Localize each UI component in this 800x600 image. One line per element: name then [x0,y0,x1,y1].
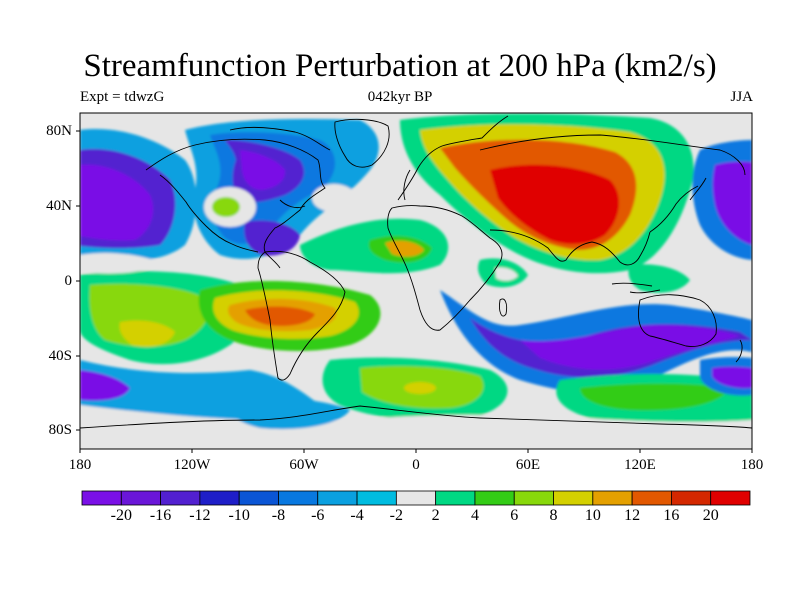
x-tick-label: 180 [740,457,764,473]
colorbar-swatch [356,490,397,506]
experiment-label: Expt = tdwzG [80,89,165,105]
colorbar-label: -6 [311,507,325,524]
x-tick-label: 180 [68,457,92,473]
time-label: 042kyr BP [367,89,433,105]
colorbar-swatch [553,490,594,506]
y-tick-label: 80S [48,422,72,438]
colorbar-swatch [278,490,319,506]
colorbar-swatch [631,490,672,506]
y-tick-label: 80N [46,123,72,139]
figure-title: Streamfunction Perturbation at 200 hPa (… [83,48,717,84]
colorbar-swatch [238,490,279,506]
colorbar-swatch [710,490,751,506]
colorbar-label: 12 [624,507,641,524]
map-field [80,113,752,449]
colorbar-swatch [81,490,122,506]
colorbar-label: -10 [228,507,250,524]
colorbar-swatch [317,490,358,506]
colorbar-label: 8 [549,507,558,524]
colorbar-swatch [671,490,712,506]
colorbar-swatch [395,490,437,506]
colorbar-swatch [435,490,476,506]
colorbar-label: 20 [702,507,719,524]
colorbar-label: 10 [584,507,601,524]
colorbar-label: 2 [431,507,440,524]
colorbar-label: 16 [663,507,680,524]
y-tick-label: 40S [48,348,72,364]
x-tick-label: 120W [173,457,211,473]
colorbar-label: 4 [470,507,479,524]
colorbar-label: 6 [510,507,519,524]
colorbar-swatch [592,490,633,506]
colorbar-swatch [120,490,161,506]
colorbar-swatch [199,490,240,506]
colorbar-swatch [513,490,554,506]
colorbar-label: -12 [189,507,211,524]
x-tick-label: 120E [624,457,656,473]
x-tick-label: 60E [515,457,541,473]
y-tick-label: 40N [46,198,72,214]
x-tick-label: 0 [412,457,420,473]
axis-ticks [76,113,753,453]
colorbar-label: -20 [110,507,132,524]
x-tick-label: 60W [289,457,319,473]
coastlines [80,115,752,429]
colorbar-label: -2 [389,507,403,524]
colorbar-swatch [160,490,201,506]
colorbar-label: -16 [149,507,172,524]
colorbar-swatch [474,490,515,506]
colorbar-label: -8 [271,507,286,524]
colorbar-label: -4 [350,507,364,524]
season-label: JJA [730,89,753,105]
y-tick-label: 0 [64,273,73,289]
